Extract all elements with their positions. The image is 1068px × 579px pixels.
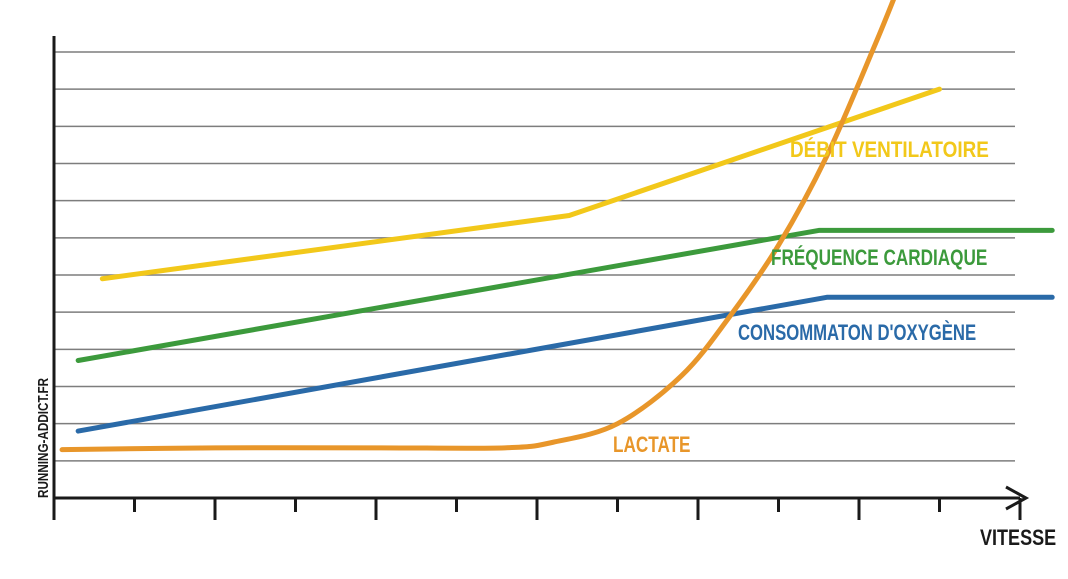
series-line-frequence-cardiaque <box>75 227 1055 363</box>
series-line-debit-ventilatoire <box>99 86 942 282</box>
series-lines <box>59 0 1055 453</box>
series-line-consommaton-d-oxygene <box>75 294 1055 434</box>
series-line-lactate <box>59 0 897 453</box>
watermark: RUNNING-ADDICT.FR <box>35 378 52 498</box>
series-label-lactate: LACTATE <box>613 433 690 458</box>
series-label-consommation-oxygene: CONSOMMATON D'OXYGÈNE <box>738 320 976 346</box>
grid-lines <box>54 51 1015 462</box>
x-axis-arrow-icon <box>1005 485 1030 511</box>
series-label-debit-ventilatoire: DÉBIT VENTILATOIRE <box>790 138 989 163</box>
series-label-frequence-cardiaque: FRÉQUENCE CARDIAQUE <box>771 245 987 271</box>
x-axis-ticks <box>52 498 1022 520</box>
x-axis-label: VITESSE <box>980 526 1056 550</box>
